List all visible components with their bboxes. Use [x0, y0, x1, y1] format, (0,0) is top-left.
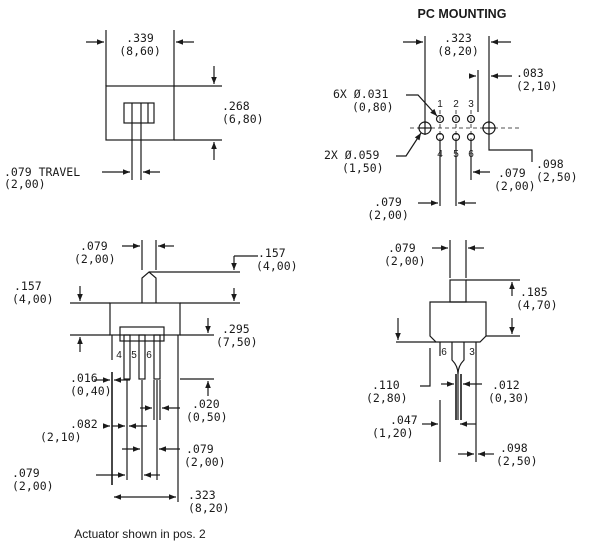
lead-width-in: .047 — [390, 413, 418, 427]
small-holes-in: 6X Ø.031 — [333, 87, 388, 101]
lead-thickness-in: .012 — [492, 378, 520, 392]
terminal-width-in: .020 — [192, 397, 220, 411]
pc-mounting-view: PC MOUNTING .323 (8,20) .083 (2,10) 1 2 … — [324, 7, 578, 222]
mount-offset-mm: (2,50) — [536, 170, 578, 184]
pin-pitch-left-mm: (2,00) — [367, 208, 409, 222]
pin-number-3: 3 — [468, 99, 474, 110]
side-actuator-width-in: .079 — [388, 241, 416, 255]
terminal-span-in: .082 — [70, 417, 98, 431]
front-actuator-width-mm: (2,00) — [74, 252, 116, 266]
side-mount-offset-mm: (2,50) — [496, 454, 538, 468]
front-pin-4: 4 — [116, 350, 122, 361]
top-view-actuator — [123, 102, 155, 124]
overall-width-in: .323 — [188, 488, 216, 502]
pin-number-1: 1 — [437, 99, 443, 110]
front-body-height-mm: (4,00) — [12, 292, 54, 306]
lead-thickness-mm: (0,30) — [488, 391, 530, 405]
row-spacing-mm: (8,20) — [437, 44, 479, 58]
pc-mounting-heading: PC MOUNTING — [418, 7, 507, 21]
side-mount-offset-in: .098 — [500, 441, 528, 455]
travel-mm: (2,00) — [4, 177, 46, 191]
mount-offset-in: .098 — [536, 157, 564, 171]
small-holes-mm: (0,80) — [352, 100, 394, 114]
side-body-height-mm: (4,70) — [516, 298, 558, 312]
top-view-body — [105, 85, 175, 141]
terminal-thickness-mm: (0,40) — [70, 384, 112, 398]
pitch-left-mm: (2,00) — [12, 479, 54, 493]
front-actuator-height-in: .157 — [258, 246, 286, 260]
terminal-width-mm: (0,50) — [186, 410, 228, 424]
large-holes-mm: (1,50) — [342, 161, 384, 175]
pitch-right-in: .079 — [186, 442, 214, 456]
front-body-height-in: .157 — [14, 279, 42, 293]
top-view: .339 (8,60) .268 (6,80) .079 TRAVEL (2,0… — [4, 30, 264, 191]
top-width-mm: (8,60) — [119, 44, 161, 58]
side-view: 6 3 .079 (2,00) .185 (4,70) .110 (2,80) … — [366, 240, 558, 468]
row-spacing-in: .323 — [444, 31, 472, 45]
pin-pitch-right-in: .079 — [498, 166, 526, 180]
large-holes-in: 2X Ø.059 — [324, 148, 379, 162]
front-pin-5: 5 — [131, 350, 137, 361]
edge-offset-mm: (2,10) — [516, 79, 558, 93]
front-view: 4 5 6 .079 (2,00) .157 (4,00) .157 (4,00… — [12, 239, 298, 541]
terminal-length-in: .295 — [222, 322, 250, 336]
side-body-height-in: .185 — [520, 285, 548, 299]
top-height-mm: (6,80) — [222, 112, 264, 126]
terminal-thickness-in: .016 — [70, 371, 98, 385]
terminal-length-mm: (7,50) — [216, 335, 258, 349]
side-pin-3: 3 — [469, 347, 475, 358]
front-actuator-width-in: .079 — [80, 239, 108, 253]
top-width-in: .339 — [126, 31, 154, 45]
pin-pitch-left-in: .079 — [374, 195, 402, 209]
overall-width-mm: (8,20) — [188, 501, 230, 515]
edge-offset-in: .083 — [516, 66, 544, 80]
travel-in: .079 TRAVEL — [4, 165, 80, 179]
standoff-mm: (2,80) — [366, 391, 408, 405]
pin-pitch-right-mm: (2,00) — [494, 179, 536, 193]
pin-number-2: 2 — [453, 99, 459, 110]
figure-caption: Actuator shown in pos. 2 — [74, 527, 206, 541]
standoff-in: .110 — [372, 378, 400, 392]
side-actuator-width-mm: (2,00) — [384, 254, 426, 268]
pitch-left-in: .079 — [12, 466, 40, 480]
top-height-in: .268 — [222, 99, 250, 113]
lead-width-mm: (1,20) — [372, 426, 414, 440]
pitch-right-mm: (2,00) — [184, 455, 226, 469]
terminal-span-mm: (2,10) — [40, 430, 82, 444]
front-actuator-height-mm: (4,00) — [256, 259, 298, 273]
front-pin-6: 6 — [146, 350, 152, 361]
side-pin-6: 6 — [441, 347, 447, 358]
